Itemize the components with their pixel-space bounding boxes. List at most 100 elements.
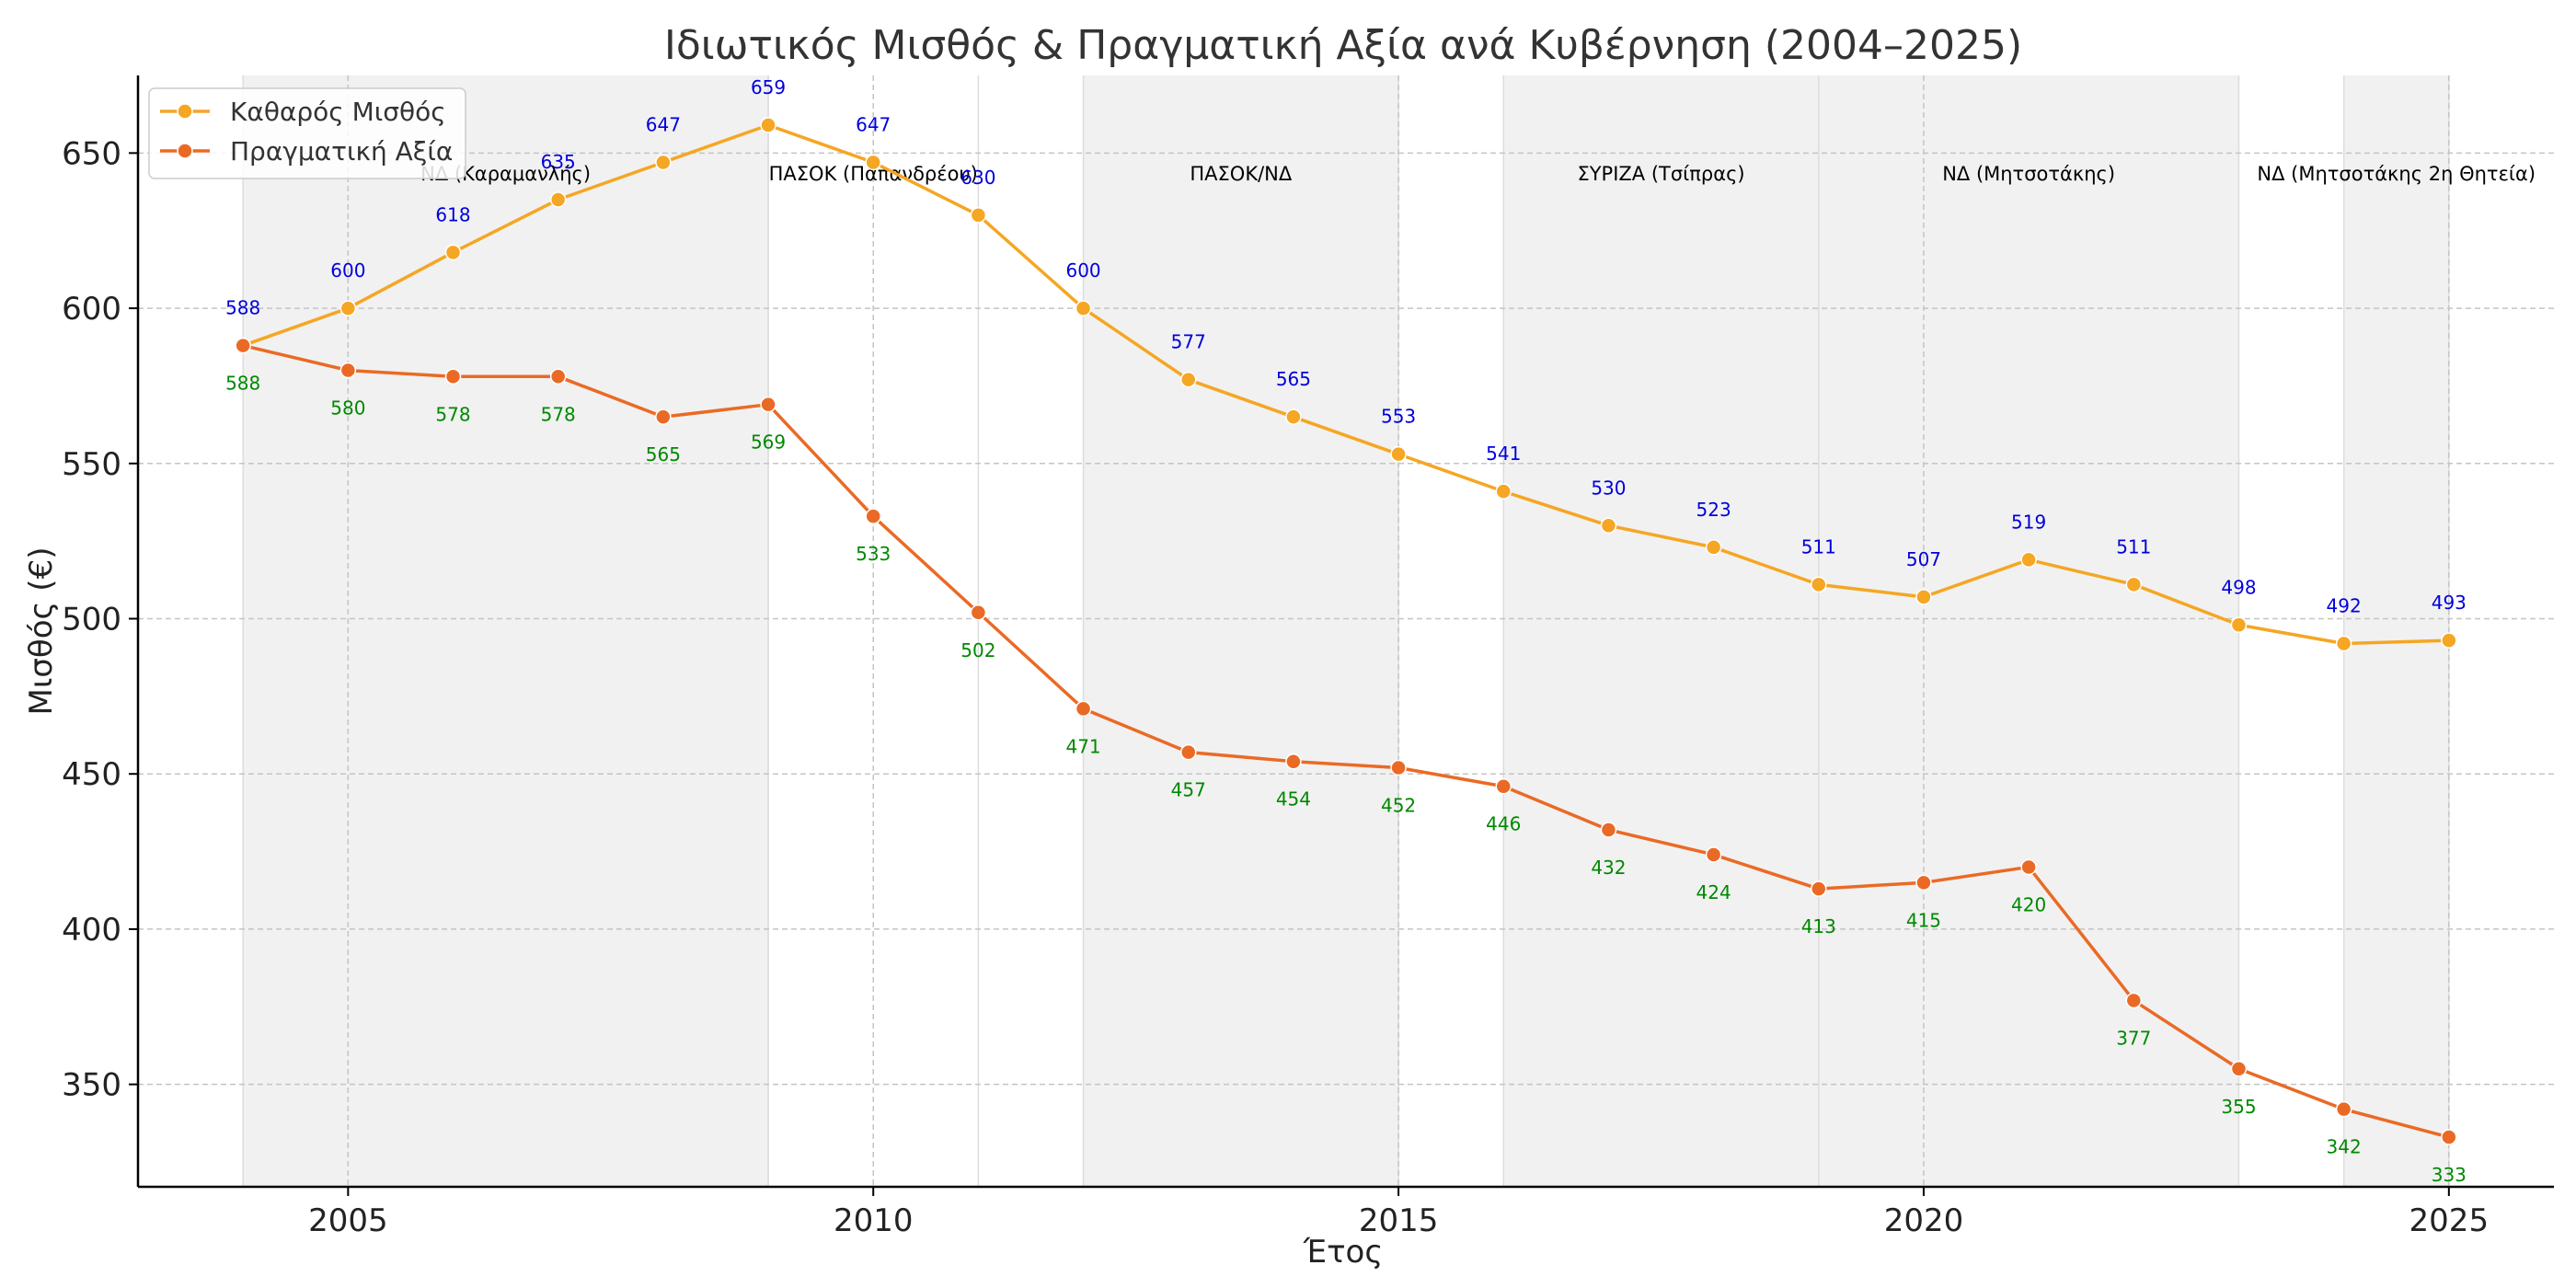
- data-point: [865, 508, 881, 524]
- data-point: [1285, 753, 1302, 770]
- data-point: [2335, 1100, 2352, 1118]
- data-point: [339, 362, 357, 379]
- legend-label: Καθαρός Μισθός: [230, 97, 446, 127]
- data-point: [1915, 589, 1932, 605]
- data-label: 424: [1696, 881, 1731, 903]
- data-point: [760, 396, 776, 413]
- data-label: 471: [1065, 735, 1100, 757]
- data-point: [1285, 408, 1302, 425]
- data-label: 533: [856, 543, 891, 565]
- data-point: [549, 191, 567, 208]
- data-point: [1705, 539, 1722, 556]
- data-labels-layer: 588 600 618 635 647 659 647 630 600 577 565 553 541 5…: [225, 76, 2467, 1186]
- series-line: [242, 123, 2449, 646]
- data-point: [2020, 858, 2037, 876]
- data-label: 618: [435, 203, 470, 225]
- legend-label: Πραγματική Αξία: [230, 136, 453, 167]
- y-tick-label: 350: [62, 1067, 121, 1104]
- data-point: [1390, 445, 1407, 463]
- period-band: [2343, 75, 2449, 1187]
- data-point: [2441, 1129, 2457, 1145]
- data-point: [1075, 700, 1092, 718]
- grid-layer: [138, 75, 2554, 1187]
- data-label: 569: [751, 431, 786, 454]
- series-line: [242, 343, 2450, 1139]
- data-label: 432: [1591, 857, 1626, 879]
- x-tick-label: 2015: [1359, 1202, 1439, 1239]
- data-point: [1495, 483, 1512, 500]
- y-tick-label: 550: [62, 446, 121, 483]
- data-label: 502: [960, 639, 995, 661]
- data-label: 523: [1696, 499, 1731, 521]
- data-label: 588: [225, 373, 260, 395]
- data-label: 553: [1381, 406, 1416, 428]
- y-tick-label: 400: [62, 912, 121, 949]
- data-label: 452: [1381, 794, 1416, 816]
- x-axis-label: Έτος: [1303, 1234, 1384, 1271]
- data-point: [865, 154, 881, 171]
- data-point: [970, 207, 987, 224]
- data-label: 541: [1486, 443, 1521, 465]
- data-point: [760, 117, 776, 133]
- data-label: 600: [1065, 259, 1100, 282]
- data-label: 446: [1486, 813, 1521, 835]
- data-point: [1179, 371, 1197, 388]
- data-point: [1075, 300, 1092, 316]
- period-label: ΠΑΣΟΚ/ΝΔ: [1190, 163, 1293, 185]
- data-point: [1600, 822, 1617, 838]
- data-label: 565: [646, 443, 681, 466]
- data-point: [1179, 743, 1197, 761]
- period-band: [243, 75, 769, 1187]
- data-label: 659: [751, 76, 786, 98]
- data-label: 457: [1171, 779, 1206, 801]
- data-point: [235, 337, 251, 354]
- data-point: [1600, 517, 1617, 535]
- legend-marker: [177, 143, 193, 159]
- period-label: ΝΔ (Μητσοτάκης 2η Θητεία): [2257, 163, 2536, 185]
- period-label: ΣΥΡΙΖΑ (Τσίπρας): [1577, 163, 1744, 185]
- period-band: [1818, 75, 2239, 1187]
- data-point: [1705, 846, 1722, 863]
- data-point: [1811, 576, 1827, 593]
- data-point: [1495, 777, 1512, 795]
- x-tick-label: 2020: [1884, 1202, 1964, 1239]
- period-band: [1503, 75, 1819, 1187]
- data-label: 492: [2327, 594, 2362, 616]
- y-tick-label: 600: [62, 291, 121, 328]
- y-tick-label: 500: [62, 602, 121, 638]
- data-point: [2230, 1061, 2248, 1077]
- data-label: 415: [1906, 909, 1941, 931]
- series-layer: [235, 117, 2457, 1145]
- data-label: 635: [541, 151, 576, 173]
- data-label: 580: [330, 397, 365, 420]
- data-label: 498: [2221, 576, 2256, 598]
- data-point: [2125, 576, 2143, 593]
- y-axis-label: Μισθός (€): [23, 547, 60, 716]
- y-tick-label: 450: [62, 756, 121, 793]
- data-label: 588: [225, 297, 260, 319]
- data-label: 511: [2116, 535, 2151, 558]
- legend-marker: [177, 103, 193, 120]
- data-label: 413: [1801, 915, 1836, 937]
- data-point: [655, 154, 672, 171]
- data-label: 454: [1276, 788, 1311, 811]
- period-band: [1083, 75, 1399, 1187]
- data-point: [970, 604, 987, 621]
- data-label: 565: [1276, 368, 1311, 390]
- data-point: [2441, 632, 2457, 649]
- data-label: 507: [1906, 548, 1941, 570]
- data-label: 377: [2116, 1028, 2151, 1050]
- chart-title: Ιδιωτικός Μισθός & Πραγματική Αξία ανά Κ…: [664, 22, 2022, 69]
- data-label: 519: [2011, 511, 2046, 533]
- y-tick-label: 650: [62, 135, 121, 172]
- legend-box: [148, 87, 466, 179]
- data-point: [444, 244, 462, 261]
- data-point: [549, 368, 567, 385]
- data-label: 630: [960, 167, 995, 189]
- data-point: [339, 300, 357, 316]
- legend: Καθαρός Μισθός Πραγματική Αξία: [148, 87, 466, 179]
- data-label: 600: [330, 259, 365, 282]
- x-tick-label: 2025: [2409, 1202, 2490, 1239]
- data-point: [1811, 880, 1827, 897]
